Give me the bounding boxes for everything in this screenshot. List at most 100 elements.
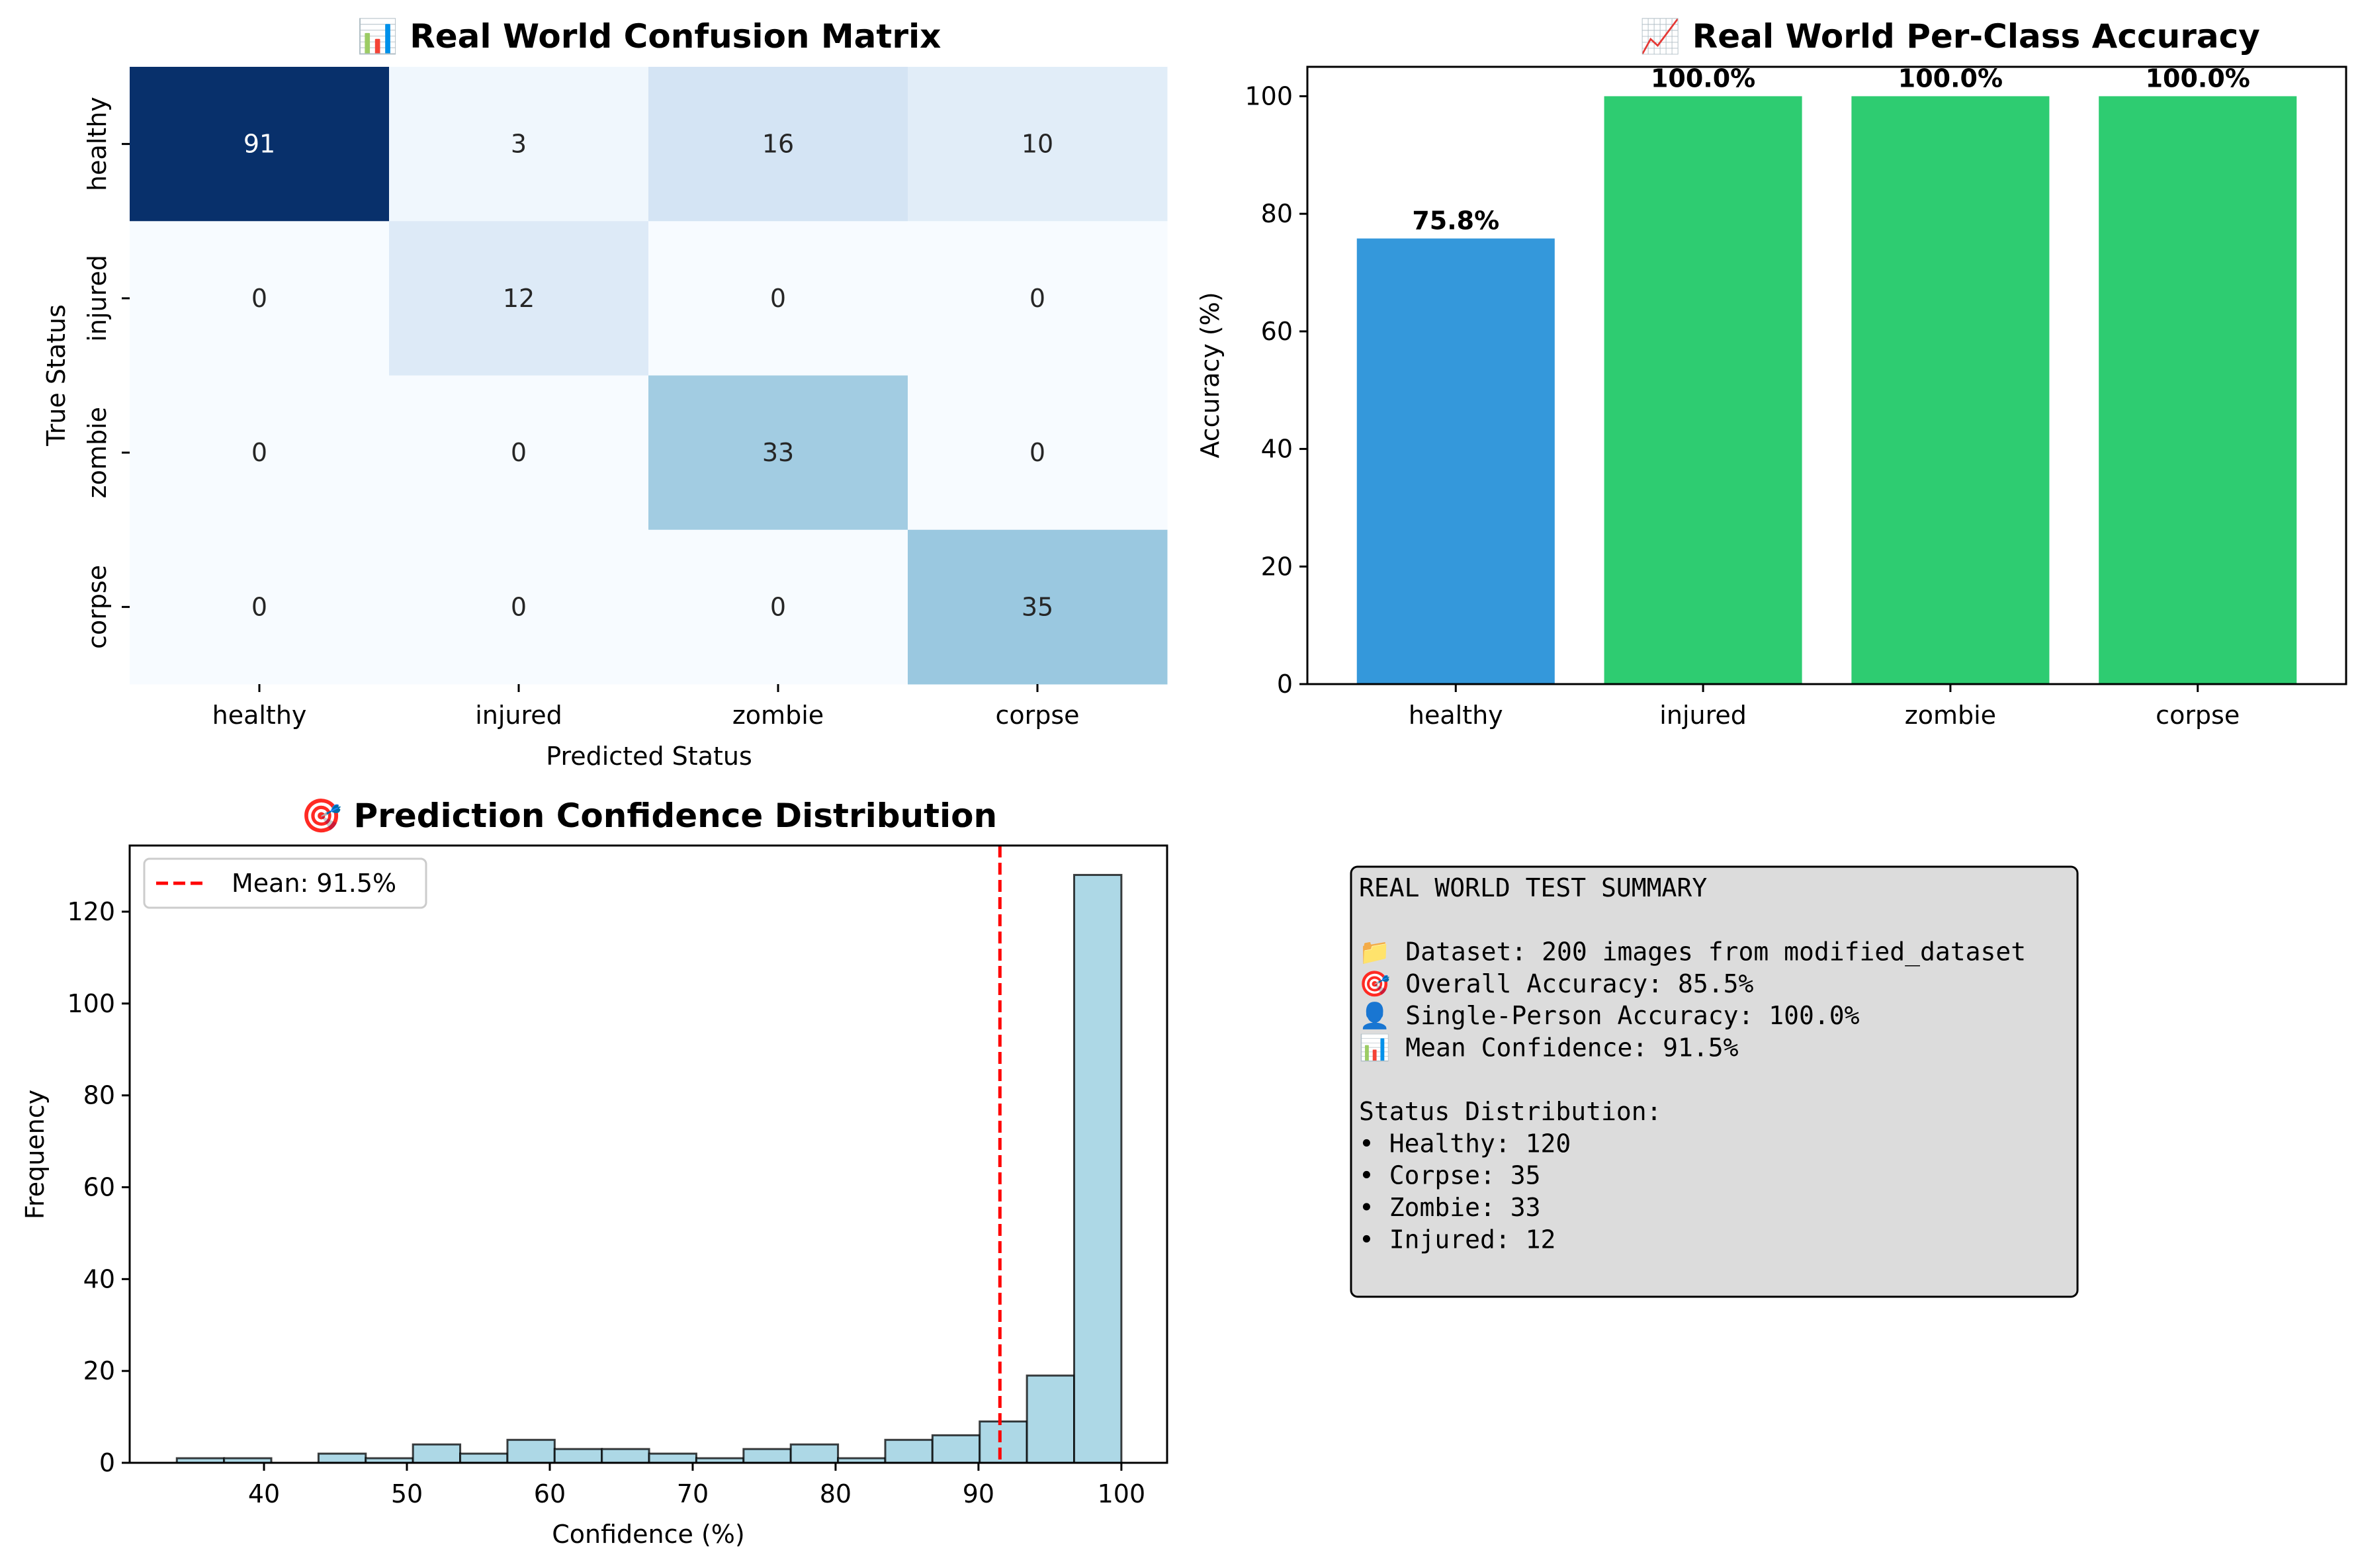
heatmap-cell	[389, 375, 649, 531]
confidence-bars	[175, 873, 1123, 1464]
histogram-bar	[979, 1420, 1028, 1464]
summary-line: • Healthy: 120	[1359, 1129, 1571, 1158]
accuracy-bar-label: 100.0%	[1651, 64, 1755, 93]
accuracy-bar	[1851, 96, 2050, 684]
summary-line: • Zombie: 33	[1359, 1193, 1541, 1222]
accuracy-bars: 75.8% 100.0% 100.0% 100.0%	[1356, 64, 2297, 684]
y-tick-label: 60	[1261, 317, 1293, 346]
histogram-bar	[1073, 873, 1123, 1464]
x-tick-label: corpse	[995, 701, 1079, 730]
heatmap-cell-label: 3	[511, 130, 527, 159]
histogram-bar	[412, 1443, 462, 1464]
heatmap-cell-label: 12	[503, 284, 535, 313]
histogram-bar	[601, 1448, 650, 1464]
accuracy-panel: 📈 Real World Per-Class Accuracy 0 20 40 60 8…	[1196, 17, 2347, 730]
histogram-bar	[648, 1452, 697, 1464]
confidence-title: 🎯 Prediction Confidence Distribution	[301, 797, 997, 835]
heatmap-cell	[908, 529, 1168, 685]
histogram-bar	[884, 1438, 934, 1464]
heatmap-cell	[908, 221, 1168, 376]
summary-line: • Injured: 12	[1359, 1225, 1555, 1254]
x-tick-label: healthy	[1409, 701, 1503, 730]
histogram-bar	[1026, 1374, 1076, 1464]
heatmap-cell-label: 0	[251, 438, 267, 467]
y-tick-label: 0	[99, 1448, 115, 1477]
x-tick-label: 100	[1098, 1479, 1146, 1508]
confidence-x-label: Confidence (%)	[552, 1520, 745, 1549]
accuracy-y-axis: 0 20 40 60 80 100	[1245, 81, 1307, 699]
heatmap-cell-label: 0	[1029, 284, 1045, 313]
accuracy-y-label: Accuracy (%)	[1196, 292, 1225, 458]
y-tick-label: 40	[1261, 435, 1293, 464]
y-tick-label: 20	[83, 1356, 115, 1385]
confusion-matrix-y-label: True Status	[42, 304, 71, 447]
summary-text: REAL WORLD TEST SUMMARY 📁 Dataset: 200 im…	[1359, 873, 2026, 1254]
y-tick-label: 80	[1261, 199, 1293, 228]
heatmap-cell	[130, 67, 390, 222]
heatmap-cell	[648, 67, 908, 222]
confidence-panel: 🎯 Prediction Confidence Distribution 0 20…	[21, 797, 1168, 1549]
heatmap-cell	[130, 375, 390, 531]
heatmap-cell-label: 0	[770, 592, 786, 621]
confidence-axes: 0 20 40 60 80 100 120 40 50 60 70 80 90 100	[67, 897, 1145, 1508]
heatmap-cell-label: 0	[770, 284, 786, 313]
accuracy-bar	[1604, 96, 1802, 684]
x-tick-label: 50	[391, 1479, 423, 1508]
summary-line: 👤 Single-Person Accuracy: 100.0%	[1359, 1001, 1860, 1030]
legend-label: Mean: 91.5%	[232, 869, 396, 898]
y-tick-label: 40	[83, 1264, 115, 1293]
confusion-matrix-title: 📊 Real World Confusion Matrix	[357, 17, 941, 56]
heatmap-cell-label: 0	[511, 592, 527, 621]
histogram-bar	[789, 1443, 840, 1464]
x-tick-label: 40	[248, 1479, 280, 1508]
x-tick-label: zombie	[732, 701, 824, 730]
heatmap-cell-label: 0	[251, 284, 267, 313]
accuracy-bar-label: 75.8%	[1412, 206, 1499, 235]
heatmap-cell	[908, 375, 1168, 531]
x-tick-label: 80	[820, 1479, 852, 1508]
y-tick-label: zombie	[83, 407, 112, 498]
y-tick-label: healthy	[83, 97, 112, 191]
accuracy-title: 📈 Real World Per-Class Accuracy	[1640, 17, 2260, 56]
summary-line: 📁 Dataset: 200 images from modified_data…	[1359, 937, 2026, 967]
accuracy-bar	[1356, 238, 1555, 684]
x-tick-label: injured	[475, 701, 562, 730]
heatmap-cell-label: 91	[243, 130, 275, 159]
y-tick-label: 60	[83, 1172, 115, 1201]
accuracy-x-ticks: healthy injured zombie corpse	[1409, 684, 2240, 730]
x-tick-label: 70	[677, 1479, 709, 1508]
heatmap-cell	[389, 221, 649, 376]
x-tick-label: 60	[534, 1479, 566, 1508]
y-tick-label: injured	[83, 255, 112, 342]
summary-line: • Corpse: 35	[1359, 1161, 1541, 1190]
heatmap-cell	[130, 221, 390, 376]
confusion-matrix-cells: 91 3 16 10 0 12 0 0 0 0 33 0 0 0 0 35	[130, 67, 1168, 685]
confusion-matrix-panel: 📊 Real World Confusion Matrix 91 3 16 10 0 12…	[42, 17, 1168, 771]
confidence-legend: Mean: 91.5%	[143, 857, 427, 909]
y-tick-label: 20	[1261, 552, 1293, 581]
y-tick-label: 0	[1277, 670, 1293, 699]
legend-box	[143, 857, 427, 909]
y-tick-label: 100	[1245, 81, 1293, 110]
confusion-matrix-x-label: Predicted Status	[546, 742, 752, 771]
confusion-matrix-x-ticks: healthy injured zombie corpse	[212, 684, 1080, 730]
summary-line: Status Distribution:	[1359, 1097, 1662, 1126]
x-tick-label: zombie	[1905, 701, 1996, 730]
y-tick-label: 80	[83, 1081, 115, 1110]
heatmap-cell-label: 10	[1022, 130, 1053, 159]
histogram-bar	[553, 1448, 603, 1464]
heatmap-cell	[130, 529, 390, 685]
y-tick-label: 120	[67, 897, 115, 926]
x-tick-label: injured	[1659, 701, 1747, 730]
x-tick-label: 90	[963, 1479, 994, 1508]
accuracy-frame	[1306, 65, 2347, 685]
accuracy-bar	[2099, 96, 2297, 684]
heatmap-cell	[389, 529, 649, 685]
confusion-matrix-y-ticks: healthy injured zombie corpse	[83, 97, 130, 649]
heatmap-cell-label: 33	[762, 438, 794, 467]
heatmap-cell	[908, 67, 1168, 222]
confidence-y-label: Frequency	[21, 1090, 50, 1219]
heatmap-cell-label: 0	[511, 438, 527, 467]
heatmap-cell-label: 16	[762, 130, 794, 159]
